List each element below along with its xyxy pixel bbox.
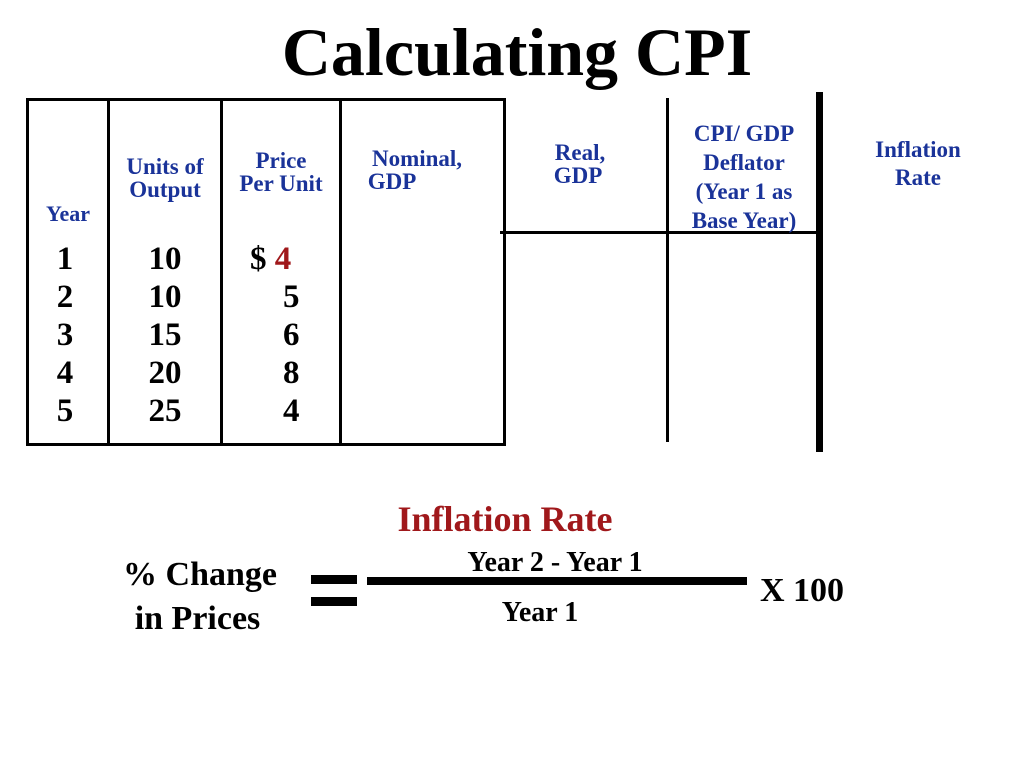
price-cell: 4	[283, 393, 300, 429]
price-cell: $ 4	[250, 240, 310, 278]
price-cell: 5	[283, 279, 300, 315]
formula-heading: Inflation Rate	[397, 499, 613, 539]
fraction-bar	[367, 577, 747, 585]
equals-sign-top	[311, 575, 357, 584]
units-cell: 10	[148, 241, 182, 277]
units-cell: 10	[148, 279, 182, 315]
year-column: 1 2 3 4 5	[30, 240, 100, 430]
year-cell: 5	[56, 393, 74, 429]
header-year: Year	[46, 201, 90, 226]
formula-denominator: Year 1	[501, 597, 579, 628]
column-divider-real	[666, 98, 669, 442]
price-cell: 8	[283, 355, 300, 391]
price-column: $ 4 5 6 8 4	[250, 240, 310, 430]
units-cell: 25	[148, 393, 182, 429]
year-cell: 1	[56, 241, 74, 277]
year-cell: 2	[56, 279, 74, 315]
header-units-of-output: Units of Output	[126, 154, 204, 202]
year-cell: 4	[56, 355, 74, 391]
formula-numerator: Year 2 - Year 1	[467, 547, 643, 578]
header-divider-real	[500, 231, 666, 234]
formula-left-line1: % Change	[123, 556, 277, 593]
header-nominal-gdp: Nominal, GDP	[367, 146, 463, 194]
currency-symbol: $	[250, 241, 267, 277]
column-divider-year	[107, 98, 110, 443]
equals-sign-bottom	[311, 597, 357, 606]
header-inflation-rate: Inflation Rate	[875, 137, 961, 190]
header-cpi-gdp-deflator: CPI/ GDP Deflator (Year 1 as Base Year)	[691, 121, 797, 233]
units-cell: 20	[148, 355, 182, 391]
page-title: Calculating CPI	[281, 14, 753, 90]
year-cell: 3	[56, 317, 74, 353]
data-table-frame	[26, 98, 506, 446]
units-column: 10 10 15 20 25	[112, 240, 218, 430]
header-divider-cpi	[669, 231, 817, 234]
header-real-gdp: Real, GDP	[553, 140, 606, 188]
header-price-per-unit: Price Per Unit	[239, 148, 323, 196]
formula-left-side: % Change in Prices	[100, 553, 300, 641]
formula-left-line2: in Prices	[134, 600, 261, 637]
column-divider-units	[220, 98, 223, 443]
price-value-highlight: 4	[274, 241, 292, 277]
units-cell: 15	[148, 317, 182, 353]
column-divider-price	[339, 98, 342, 443]
price-cell: 6	[283, 317, 300, 353]
column-divider-cpi	[816, 92, 823, 452]
formula-multiplier: X 100	[760, 572, 845, 609]
